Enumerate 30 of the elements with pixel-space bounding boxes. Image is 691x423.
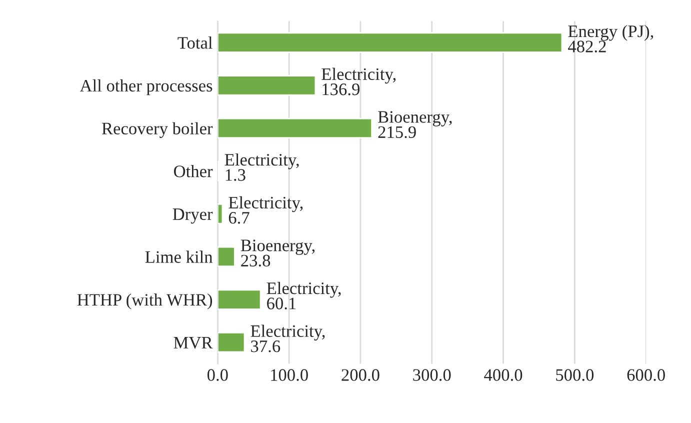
y-tick-label: Total bbox=[178, 36, 212, 49]
x-tick-label: 500.0 bbox=[556, 369, 594, 381]
y-tick-label: Recovery boiler bbox=[102, 122, 213, 138]
x-tick-label: 600.0 bbox=[627, 369, 665, 381]
x-tick-label: 300.0 bbox=[413, 369, 451, 381]
y-tick-label: Lime kiln bbox=[145, 250, 213, 263]
data-label: Bioenergy, 215.9 bbox=[378, 111, 452, 138]
y-tick-label: MVR bbox=[174, 337, 213, 349]
data-label: Electricity, 136.9 bbox=[322, 68, 396, 96]
bar bbox=[218, 204, 224, 224]
y-tick-label: Dryer bbox=[172, 208, 213, 224]
x-tick-label: 200.0 bbox=[342, 369, 380, 381]
bar bbox=[218, 32, 563, 53]
bar bbox=[218, 75, 316, 96]
x-tick-label: 400.0 bbox=[484, 369, 522, 381]
y-tick-label: All other processes bbox=[80, 79, 212, 96]
bar bbox=[218, 332, 246, 353]
x-tick-label: 0.0 bbox=[207, 369, 228, 381]
x-tick-label: 100.0 bbox=[271, 369, 308, 381]
data-label: Electricity, 37.6 bbox=[250, 324, 325, 352]
bar bbox=[218, 118, 373, 139]
bar bbox=[218, 246, 236, 268]
data-label: Bioenergy, 23.8 bbox=[240, 240, 315, 267]
data-label: Electricity, 60.1 bbox=[266, 282, 341, 310]
y-tick-label: Other bbox=[174, 165, 213, 178]
data-label: Electricity, 6.7 bbox=[228, 196, 303, 224]
data-label: Electricity, 1.3 bbox=[224, 153, 299, 181]
bar bbox=[218, 289, 262, 310]
data-label: Energy (PJ), 482.2 bbox=[568, 24, 654, 52]
y-tick-label: HTHP (with WHR) bbox=[77, 294, 212, 310]
